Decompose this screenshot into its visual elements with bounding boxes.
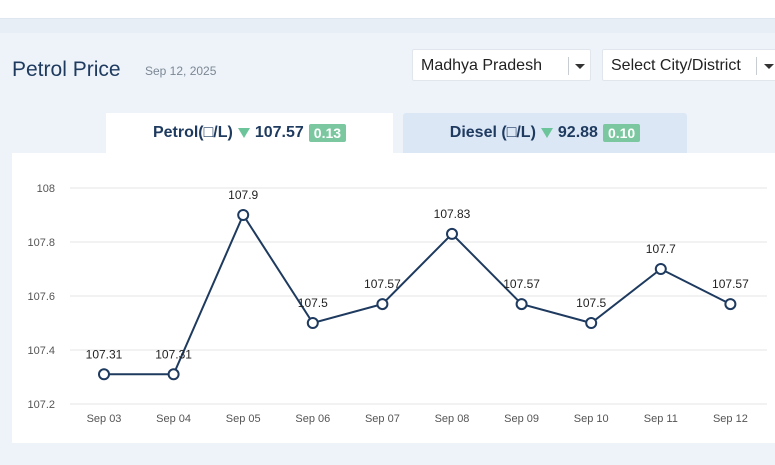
tab-petrol-change-badge: 0.13 (308, 124, 347, 142)
select-divider (756, 57, 757, 75)
price-line-chart: 107.2 107.4 107.6 107.8 108 Sep 03 Sep 04 Sep 0… (27, 183, 767, 425)
data-point (515, 298, 528, 311)
data-label: 107.31 (155, 347, 192, 361)
state-select-value: Madhya Pradesh (421, 57, 542, 74)
data-point (585, 317, 598, 329)
data-label: 107.5 (576, 296, 606, 310)
x-tick-label: Sep 04 (156, 413, 191, 425)
data-point (724, 298, 737, 311)
x-tick-label: Sep 08 (435, 413, 470, 425)
y-tick-label: 107.4 (27, 345, 55, 357)
state-select[interactable]: Madhya Pradesh (412, 49, 591, 81)
data-label: 107.57 (503, 277, 540, 291)
data-label: 107.5 (298, 296, 328, 310)
y-tick-label: 107.6 (27, 291, 55, 303)
tab-diesel-price: 92.88 (557, 124, 598, 141)
data-point (237, 209, 250, 221)
series-line (104, 212, 731, 376)
data-point (654, 263, 667, 275)
data-label: 107.9 (228, 188, 258, 202)
y-tick-label: 107.2 (27, 399, 55, 411)
chevron-down-icon (764, 64, 774, 69)
data-point (376, 298, 389, 311)
chevron-down-icon (575, 64, 585, 69)
data-point (167, 368, 180, 381)
data-point (446, 227, 458, 240)
trend-down-icon (237, 128, 250, 138)
data-label: 107.83 (434, 207, 471, 221)
city-select-placeholder: Select City/District (611, 57, 741, 74)
tab-diesel-label: Diesel (□/L) (449, 124, 536, 141)
data-point (306, 317, 319, 329)
y-tick-label: 107.8 (27, 237, 55, 249)
tab-petrol-price: 107.57 (254, 124, 304, 141)
data-label: 107.57 (364, 277, 401, 291)
top-strip (0, 0, 775, 19)
y-tick-label: 108 (37, 183, 55, 195)
x-tick-label: Sep 11 (644, 413, 678, 425)
price-date: Sep 12, 2025 (145, 64, 217, 78)
page-title: Petrol Price (12, 58, 121, 81)
x-tick-label: Sep 12 (713, 413, 748, 425)
tab-diesel[interactable]: Diesel (□/L) 92.88 0.10 (403, 113, 687, 153)
tab-diesel-change-badge: 0.10 (602, 124, 641, 142)
x-tick-label: Sep 03 (87, 413, 122, 425)
chart-card: 107.2 107.4 107.6 107.8 108 Sep 03 Sep 04 Sep 0… (12, 153, 775, 443)
x-tick-label: Sep 07 (365, 413, 400, 425)
data-label: 107.31 (86, 347, 123, 361)
data-label: 107.7 (646, 242, 676, 256)
x-tick-label: Sep 09 (504, 413, 539, 425)
data-label: 107.57 (712, 277, 749, 291)
x-tick-label: Sep 10 (574, 413, 609, 425)
tab-petrol[interactable]: Petrol(□/L) 107.57 0.13 (106, 113, 393, 153)
tab-petrol-label: Petrol(□/L) (152, 124, 233, 141)
x-tick-label: Sep 06 (295, 413, 330, 425)
data-point (98, 368, 110, 381)
select-divider (568, 57, 569, 75)
city-select[interactable]: Select City/District (602, 49, 775, 81)
x-tick-label: Sep 05 (226, 413, 261, 425)
trend-down-icon (540, 128, 553, 138)
